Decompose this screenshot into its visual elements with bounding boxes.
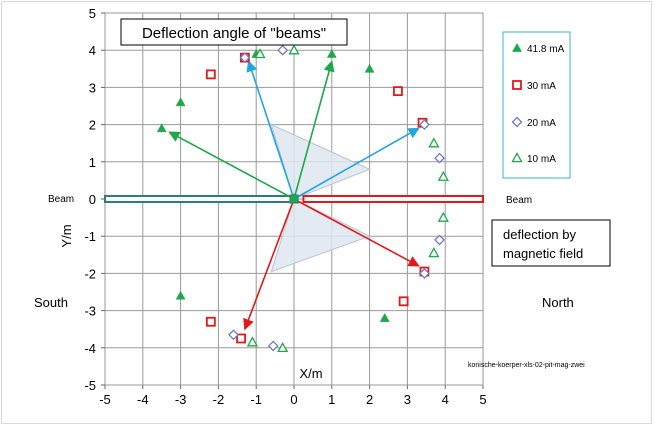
y-tick-label: 5 — [89, 6, 96, 21]
data-point — [267, 340, 279, 352]
data-point — [156, 123, 167, 133]
deflection-arrow-green-upper-left — [168, 131, 295, 200]
x-tick-label: -4 — [137, 392, 149, 407]
deflection-arrow-green-upper-right — [293, 60, 335, 200]
x-axis-label: X/m — [299, 366, 322, 381]
data-point — [236, 333, 246, 344]
legend-box — [502, 31, 571, 179]
data-point — [418, 267, 430, 279]
legend-label: 30 mA — [527, 81, 556, 92]
deflection-cone-upper-cone — [270, 123, 371, 200]
legend-marker — [511, 152, 523, 163]
data-point — [175, 290, 186, 300]
deflection-arrow-cyan-upper-left — [246, 60, 295, 200]
title-box — [120, 18, 348, 46]
north-label: North — [542, 295, 574, 310]
legend: 41.8 mA 30 mA 20 mA 10 mA — [502, 31, 571, 179]
x-tick-label: 3 — [404, 392, 411, 407]
data-point — [393, 86, 403, 97]
x-tick-label: 1 — [328, 392, 335, 407]
credit-label: konische-koerper-xls-02-pit-mag-zwei — [468, 362, 585, 369]
y-tick-label: -4 — [84, 341, 96, 356]
legend-label: 10 mA — [527, 154, 556, 165]
legend-label: 20 mA — [527, 118, 556, 129]
data-point — [205, 69, 216, 80]
chart-title: Deflection angle of "beams" — [142, 25, 326, 42]
data-point — [428, 137, 440, 148]
data-point — [437, 211, 449, 222]
data-point — [277, 44, 289, 56]
deflection-box — [491, 219, 611, 267]
beam-label-left: Beam — [48, 194, 74, 205]
data-point — [434, 234, 445, 246]
deflection-text-line2: magnetic field — [503, 246, 583, 261]
data-point — [239, 52, 251, 64]
deflection-cone-lower-cone — [270, 198, 371, 273]
data-point — [228, 329, 239, 341]
data-point — [398, 296, 409, 307]
x-tick-label: -5 — [99, 392, 111, 407]
y-tick-label: 2 — [89, 118, 96, 133]
y-tick-label: -3 — [84, 304, 96, 319]
points-layer — [156, 44, 449, 353]
data-point — [254, 48, 266, 59]
data-point — [277, 341, 289, 353]
x-tick-label: 5 — [479, 392, 486, 407]
origin-marker — [289, 194, 299, 204]
data-point — [246, 336, 259, 347]
x-tick-label: 4 — [442, 392, 449, 407]
data-point — [205, 316, 216, 327]
data-point — [379, 313, 390, 322]
y-tick-label: -1 — [84, 229, 96, 244]
y-tick-label: -5 — [84, 378, 96, 393]
deflection-arrow-red-lower-left — [243, 198, 295, 331]
deflection-arrow-red-lower-right — [293, 198, 420, 267]
data-point — [326, 48, 337, 58]
data-point — [437, 170, 449, 181]
data-point — [428, 247, 440, 258]
legend-marker — [511, 116, 523, 128]
x-tick-label: -1 — [250, 392, 262, 407]
y-tick-label: 0 — [89, 192, 96, 207]
beam-left-beam — [104, 195, 295, 203]
data-point — [288, 44, 300, 55]
tick-layer: -5 -4 -3 -2 -1 0 1 2 3 4 5 -5 -4 -3 -2 -1 0 1 2 3 4 5 — [84, 6, 486, 407]
y-axis-label: Y/m — [59, 224, 74, 247]
y-tick-label: 1 — [89, 155, 96, 170]
y-tick-label: -2 — [84, 266, 96, 281]
x-tick-label: 0 — [290, 392, 297, 407]
deflection-arrow-cyan-right — [293, 127, 420, 200]
legend-items: 41.8 mA 30 mA 20 mA 10 mA — [511, 42, 565, 165]
beam-right-beam — [302, 195, 485, 203]
legend-marker — [512, 80, 522, 90]
x-tick-label: -2 — [213, 392, 225, 407]
x-tick-label: 2 — [366, 392, 373, 407]
legend-marker — [512, 42, 522, 52]
data-point — [364, 63, 375, 73]
y-tick-label: 3 — [89, 80, 96, 95]
y-tick-label: 4 — [89, 43, 96, 58]
south-label: South — [34, 295, 68, 310]
legend-label: 41.8 mA — [527, 44, 565, 55]
cone-layer — [270, 123, 371, 273]
deflection-text-line1: deflection by — [503, 227, 576, 242]
arrow-layer — [168, 60, 420, 331]
data-point — [434, 152, 445, 164]
data-point — [175, 97, 186, 107]
beam-label-right: Beam — [506, 195, 532, 206]
x-tick-label: -3 — [175, 392, 187, 407]
data-point — [418, 119, 430, 131]
